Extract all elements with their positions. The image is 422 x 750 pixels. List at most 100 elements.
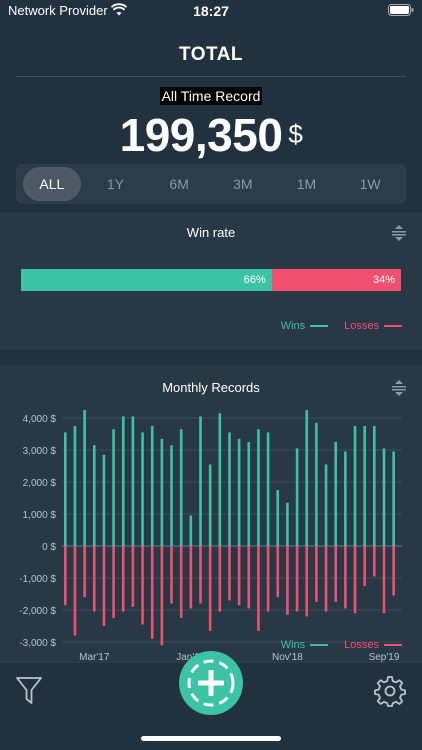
- loss-bar: [392, 546, 395, 596]
- win-bar: [121, 416, 125, 546]
- loss-bar: [131, 546, 135, 607]
- win-bar: [150, 426, 154, 546]
- sort-icon[interactable]: [392, 225, 406, 241]
- divider: [16, 76, 406, 77]
- loss-bar: [295, 546, 299, 612]
- loss-bar: [150, 546, 154, 639]
- win-bar: [141, 432, 144, 546]
- win-bar: [373, 426, 376, 546]
- x-tick-label: Nov'18: [272, 652, 303, 662]
- loss-bar: [257, 546, 260, 631]
- y-tick-label: 1,000 $: [23, 510, 57, 521]
- monthly-records-chart: 4,000 $ 3,000 $ 2,000 $ 1,000 $ 0 $ -1,000 $ -…: [19, 410, 402, 662]
- network-provider: Network Provider: [8, 3, 108, 18]
- win-bar: [64, 432, 67, 546]
- win-bar: [92, 445, 96, 546]
- sort-icon[interactable]: [392, 380, 406, 396]
- loss-bar: [324, 546, 328, 612]
- gear-icon[interactable]: [374, 675, 406, 707]
- battery-icon: [388, 4, 414, 16]
- loss-bar: [179, 546, 183, 618]
- loss-bar: [218, 546, 222, 612]
- win-bar: [247, 442, 251, 546]
- add-record-button[interactable]: [179, 651, 243, 715]
- win-bar: [218, 413, 222, 546]
- currency-symbol: $: [288, 119, 303, 149]
- win-bar: [131, 416, 135, 546]
- loss-bar: [189, 546, 193, 609]
- loss-bar: [199, 546, 202, 604]
- win-bar: [189, 515, 193, 546]
- home-indicator: [141, 736, 281, 741]
- loss-bar: [102, 546, 106, 626]
- monthly-records-title: Monthly Records: [162, 380, 260, 395]
- y-tick-label: 4,000 $: [23, 414, 57, 425]
- win-rate-legend: Wins Losses: [281, 320, 402, 332]
- range-tab-1y[interactable]: 1Y: [106, 176, 125, 192]
- win-bar: [305, 410, 309, 546]
- win-bar: [276, 490, 280, 546]
- loss-bar: [305, 546, 309, 617]
- y-tick-label: -1,000 $: [19, 574, 56, 585]
- loss-bar: [373, 546, 376, 577]
- legend-wins: Wins: [281, 639, 329, 651]
- range-tab-all[interactable]: ALL: [22, 167, 81, 201]
- x-tick-label: Mar'17: [79, 652, 110, 662]
- win-bar: [334, 442, 337, 546]
- loss-bar: [363, 546, 366, 586]
- range-tab-6m[interactable]: 6M: [169, 176, 189, 192]
- range-tab-1m[interactable]: 1M: [296, 176, 317, 192]
- filter-icon[interactable]: [16, 677, 42, 705]
- win-bar: [102, 454, 106, 546]
- win-bar: [170, 445, 173, 546]
- win-rate-title: Win rate: [186, 225, 236, 240]
- loss-percentage: 34%: [372, 274, 395, 286]
- win-bar: [392, 451, 395, 546]
- range-tab-1w[interactable]: 1W: [359, 176, 381, 192]
- loss-segment: 34%: [271, 269, 401, 291]
- x-tick-label: Sep'19: [369, 652, 400, 662]
- win-bar: [344, 451, 347, 546]
- wifi-icon: [111, 3, 127, 16]
- loss-bar: [208, 546, 212, 631]
- loss-bar: [315, 546, 318, 602]
- y-tick-label: 3,000 $: [23, 446, 57, 457]
- status-time: 18:27: [193, 3, 229, 19]
- loss-bar: [286, 546, 289, 615]
- y-tick-label: 0 $: [42, 542, 56, 553]
- loss-bar: [237, 546, 241, 606]
- status-bar: Network Provider 18:27: [0, 0, 422, 22]
- win-bar: [112, 429, 115, 546]
- y-tick-label: 2,000 $: [23, 478, 57, 489]
- win-bar: [382, 448, 386, 546]
- page-title: TOTAL: [178, 44, 244, 65]
- loss-bar: [83, 546, 86, 598]
- win-bar: [199, 416, 202, 546]
- win-bar: [363, 426, 366, 546]
- win-bar: [228, 432, 231, 546]
- win-bar: [179, 429, 183, 546]
- loss-bar: [276, 546, 280, 598]
- loss-bar: [73, 546, 77, 636]
- loss-bar: [112, 546, 115, 618]
- total-value: 199,350 $: [0, 108, 422, 162]
- win-bar: [315, 422, 318, 546]
- win-bar: [237, 438, 241, 546]
- range-selector: ALL 1Y 6M 3M 1M 1W: [16, 164, 406, 204]
- total-amount: 199,350: [119, 109, 283, 161]
- legend-wins: Wins: [281, 320, 329, 332]
- win-bar: [83, 410, 86, 546]
- win-rate-card: Win rate 66% 34% Wins Losses: [0, 213, 422, 350]
- range-tab-3m[interactable]: 3M: [233, 176, 253, 192]
- loss-bar: [382, 546, 386, 614]
- win-bar: [324, 464, 328, 546]
- all-time-record-label: All Time Record: [159, 87, 263, 105]
- y-tick-label: -3,000 $: [19, 638, 56, 649]
- loss-bar: [247, 546, 251, 609]
- plus-icon: [187, 659, 235, 707]
- loss-bar: [228, 546, 231, 601]
- loss-bar: [64, 546, 67, 606]
- win-bar: [286, 502, 289, 546]
- loss-bar: [266, 546, 270, 612]
- win-bar: [257, 429, 260, 546]
